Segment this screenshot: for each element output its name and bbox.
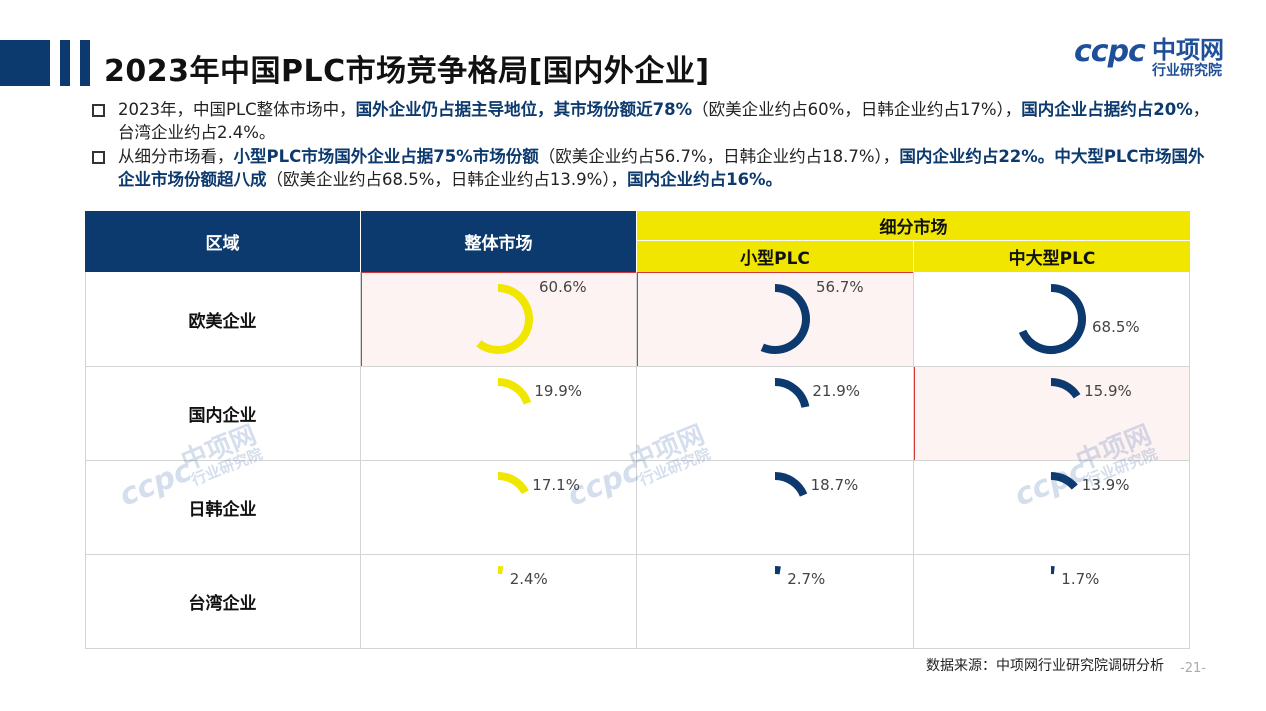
share-arc xyxy=(497,378,532,405)
bullet-square-icon xyxy=(92,104,105,117)
row-label-japan-korea: 日韩企业 xyxy=(188,500,257,520)
bullet-highlight: 国内企业占据约占20% xyxy=(1021,100,1193,119)
share-arc xyxy=(1050,472,1078,490)
header-large-plc: 中大型PLC xyxy=(914,241,1190,272)
bullet-text: 2023年，中国PLC整体市场中， xyxy=(118,100,356,119)
share-value-label: 15.9% xyxy=(1084,382,1132,400)
share-value-label: 18.7% xyxy=(811,476,859,494)
share-arc xyxy=(760,284,810,354)
bullet-text: （欧美企业约占68.5%，日韩企业约占13.9%）， xyxy=(266,170,628,189)
data-source-note: 数据来源：中项网行业研究院调研分析 xyxy=(926,658,1164,674)
share-value-label: 2.7% xyxy=(787,570,825,588)
bullet-highlight: 小型PLC市场国外企业占据75%市场份额 xyxy=(233,147,539,166)
grid-line xyxy=(85,554,1190,555)
header-region: 区域 xyxy=(85,211,360,272)
header-accent-stripe xyxy=(80,40,90,86)
share-arc xyxy=(774,378,810,409)
share-donut-charts: 60.6% 19.9% 17.1% 2.4% 56.7% 21.9% 18.7% 2.7% 68… xyxy=(476,278,1140,588)
market-share-table: 区域 整体市场 细分市场 小型PLC 中大型PLC 欧美企业 国内企业 日韩企业… xyxy=(85,211,1190,649)
share-value-label: 17.1% xyxy=(532,476,580,494)
bullet-text: ，台湾企业约占2.4%。 xyxy=(118,100,1210,142)
share-value-label: 60.6% xyxy=(539,278,587,296)
bullet-highlight: 中大型PLC市场国外企业市场份额超八成 xyxy=(118,147,1205,189)
share-value-label: 19.9% xyxy=(534,382,582,400)
header-divider xyxy=(637,240,1190,241)
share-value-label: 68.5% xyxy=(1092,318,1140,336)
row-label-domestic: 国内企业 xyxy=(188,406,257,426)
bullet-highlight: 国外企业仍占据主导地位，其市场份额近78% xyxy=(355,100,693,119)
share-value-label: 1.7% xyxy=(1061,570,1099,588)
bullet-highlight: 国内企业约占16%。 xyxy=(627,170,783,189)
share-arc xyxy=(497,472,529,495)
share-value-label: 13.9% xyxy=(1082,476,1130,494)
share-arc xyxy=(774,472,808,497)
brand-logo: ccpc 中项网 行业研究院 xyxy=(1070,26,1240,86)
header-segment-market: 细分市场 xyxy=(637,211,1190,240)
bullet-text: 从细分市场看， xyxy=(118,147,234,166)
row-label-western: 欧美企业 xyxy=(188,312,257,332)
header-small-plc: 小型PLC xyxy=(637,241,913,272)
share-arc xyxy=(1050,378,1081,399)
bullet-text: （欧美企业约占56.7%，日韩企业约占18.7%）， xyxy=(538,147,900,166)
bullet-square-icon xyxy=(92,151,105,164)
bullet-text: （欧美企业约占60%，日韩企业约占17%）， xyxy=(692,100,1022,119)
page-title: 2023年中国PLC市场竞争格局[国内外企业] xyxy=(104,54,710,89)
summary-bullets: 2023年，中国PLC整体市场中，国外企业仍占据主导地位，其市场份额近78%（欧… xyxy=(90,98,1210,192)
page-number: -21- xyxy=(1180,661,1206,676)
bullet-item: 2023年，中国PLC整体市场中，国外企业仍占据主导地位，其市场份额近78%（欧… xyxy=(90,98,1210,144)
share-arc xyxy=(1018,284,1086,354)
brand-logo-subtitle: 行业研究院 xyxy=(1152,63,1222,79)
share-arc xyxy=(476,284,533,354)
header-divider xyxy=(913,241,914,272)
bullet-highlight: 国内企业约占22%。 xyxy=(899,147,1055,166)
header-accent-bar xyxy=(0,40,50,86)
grid-line xyxy=(85,460,1190,461)
grid-line xyxy=(85,366,1190,367)
row-label-taiwan: 台湾企业 xyxy=(188,594,257,614)
header-overall-market: 整体市场 xyxy=(361,211,636,272)
grid-line xyxy=(85,648,1190,649)
share-value-label: 56.7% xyxy=(816,278,864,296)
share-value-label: 21.9% xyxy=(812,382,860,400)
brand-logo-mark: ccpc xyxy=(1074,34,1146,69)
brand-logo-name: 中项网 xyxy=(1152,36,1224,64)
bullet-item: 从细分市场看，小型PLC市场国外企业占据75%市场份额（欧美企业约占56.7%，… xyxy=(90,145,1210,191)
share-value-label: 2.4% xyxy=(510,570,548,588)
header-accent-stripe xyxy=(60,40,70,86)
